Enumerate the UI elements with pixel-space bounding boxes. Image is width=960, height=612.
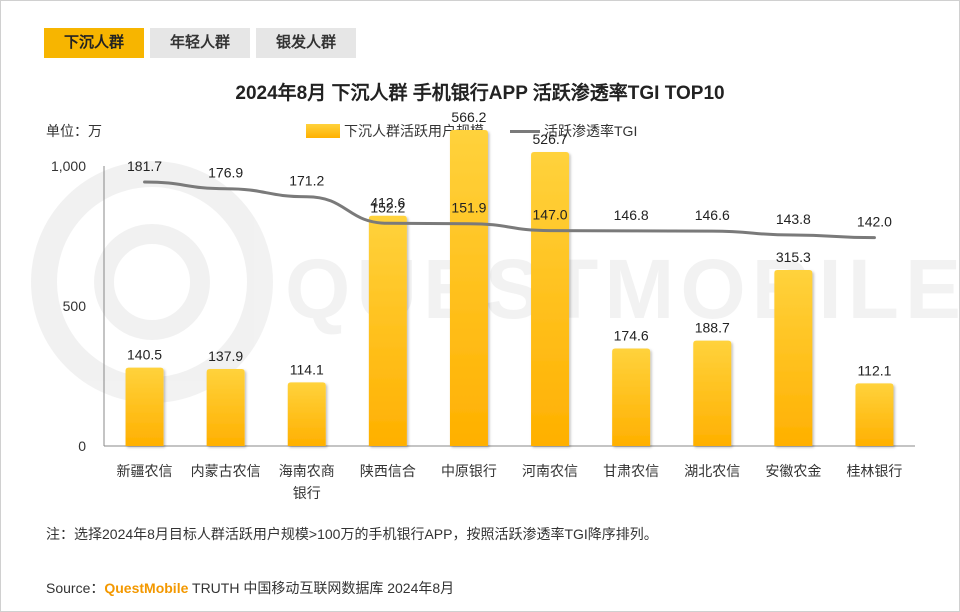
- bar-value-label: 174.6: [614, 328, 649, 344]
- bar: [531, 152, 570, 446]
- tgi-line: [143, 180, 876, 240]
- x-tick-label: 银行: [293, 485, 321, 501]
- bar: [855, 383, 894, 446]
- line-value-label: 171.2: [289, 173, 324, 189]
- bar: [206, 369, 245, 446]
- bar-value-label: 566.2: [451, 109, 486, 125]
- line-value-label: 181.7: [127, 158, 162, 174]
- unit-label: 单位：万: [46, 123, 102, 139]
- bar-value-label: 412.6: [370, 195, 405, 211]
- x-tick-label: 内蒙古农信: [191, 463, 261, 479]
- bar-value-label: 140.5: [127, 347, 162, 363]
- legend-bar-swatch: [306, 124, 340, 138]
- bar-value-label: 526.7: [533, 131, 568, 147]
- legend-line-swatch: [510, 129, 540, 133]
- x-tick-label: 海南农商: [279, 463, 335, 479]
- source-rest: TRUTH 中国移动互联网数据库 2024年8月: [188, 580, 455, 596]
- footnote: 注：选择2024年8月目标人群活跃用户规模>100万的手机银行APP，按照活跃渗…: [46, 526, 658, 542]
- y-tick-label: 500: [63, 298, 87, 314]
- x-tick-label: 甘肃农信: [603, 463, 659, 479]
- bar-value-label: 114.1: [290, 361, 324, 377]
- x-tick-label: 陕西信合: [360, 463, 416, 479]
- x-tick-label: 新疆农信: [117, 463, 173, 479]
- bar-value-label: 112.1: [857, 362, 891, 378]
- line-value-label: 152.2: [370, 199, 405, 215]
- bar: [612, 348, 651, 446]
- source-prefix: Source：: [46, 580, 105, 596]
- legend-line-label: 活跃渗透率TGI: [544, 123, 638, 139]
- tab-lower-tier[interactable]: 下沉人群: [44, 28, 145, 58]
- bar: [125, 367, 164, 446]
- x-tick-label: 湖北农信: [684, 463, 740, 479]
- x-tick-label: 中原银行: [441, 463, 497, 479]
- bar: [774, 270, 813, 446]
- chart-title: 2024年8月 下沉人群 手机银行APP 活跃渗透率TGI TOP10: [235, 83, 725, 104]
- line-value-label: 146.6: [695, 207, 730, 223]
- bar: [693, 340, 732, 446]
- audience-tabs: 下沉人群 年轻人群 银发人群: [44, 28, 357, 58]
- bar: [449, 130, 488, 446]
- x-tick-label: 河南农信: [522, 463, 578, 479]
- line-value-label: 143.8: [776, 211, 811, 227]
- bar: [368, 215, 407, 446]
- legend-bar-label: 下沉人群活跃用户规模: [344, 123, 484, 139]
- source-brand: QuestMobile: [104, 580, 189, 596]
- line-value-label: 151.9: [451, 200, 486, 216]
- bar-value-label: 188.7: [695, 320, 730, 336]
- line-value-label: 176.9: [208, 165, 243, 181]
- bar: [287, 382, 326, 446]
- y-tick-label: 1,000: [51, 158, 86, 174]
- bar-value-label: 137.9: [208, 348, 243, 364]
- x-tick-label: 桂林银行: [846, 463, 902, 479]
- legend: 下沉人群活跃用户规模 活跃渗透率TGI: [306, 121, 637, 141]
- tab-silver[interactable]: 银发人群: [256, 28, 357, 58]
- y-tick-label: 0: [78, 438, 86, 454]
- line-value-label: 147.0: [533, 207, 568, 223]
- source-line: Source：QuestMobile TRUTH 中国移动互联网数据库 2024…: [46, 578, 454, 598]
- line-value-label: 142.0: [857, 214, 892, 230]
- line-value-label: 146.8: [614, 207, 649, 223]
- x-tick-label: 安徽农金: [765, 463, 821, 479]
- bar-value-label: 315.3: [776, 249, 811, 265]
- tab-young[interactable]: 年轻人群: [150, 28, 251, 58]
